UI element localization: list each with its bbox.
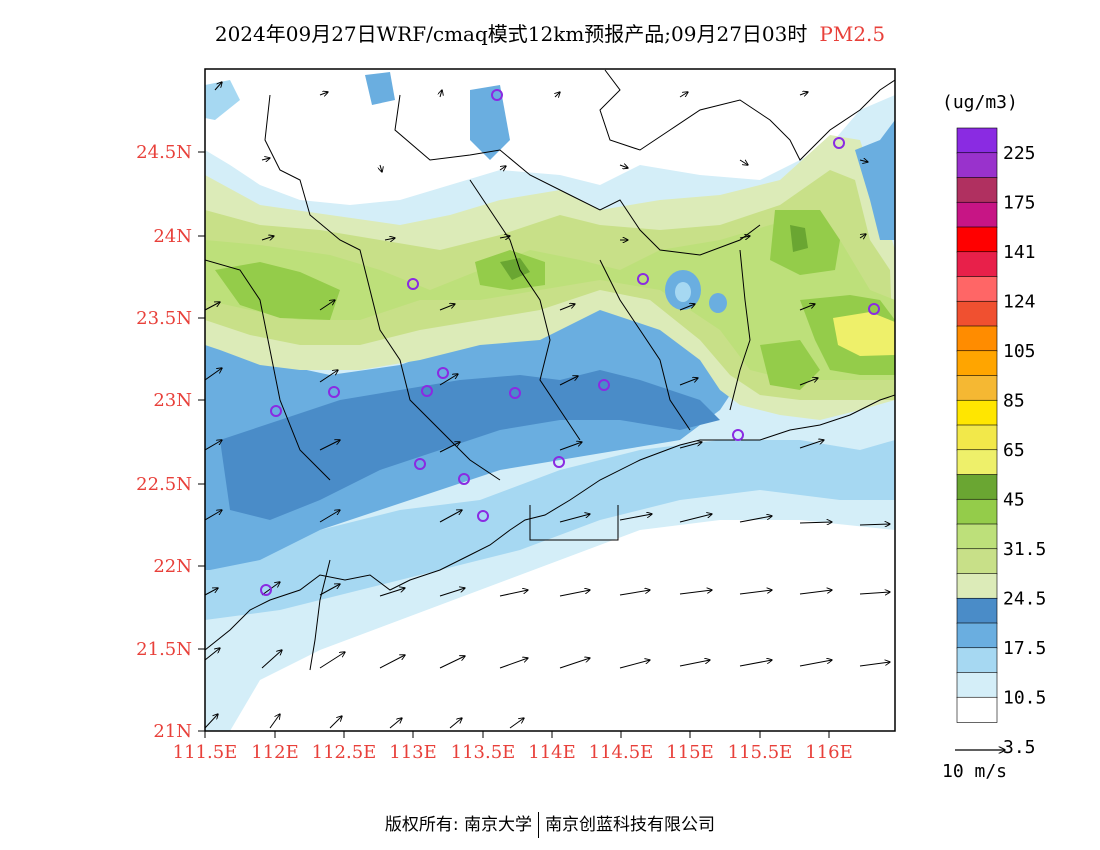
lon-ticks — [204, 731, 830, 738]
wind-scale-label: 10 m/s — [942, 761, 1007, 782]
legend-units: (ug/m3) — [942, 92, 1018, 113]
legend-swatch — [956, 647, 998, 674]
legend-swatch — [956, 152, 998, 179]
lat-label-24n: 24N — [153, 226, 192, 247]
legend-swatch — [956, 276, 998, 303]
legend-level-label: 10.5 — [1003, 687, 1046, 708]
lon-label-115e: 115E — [666, 742, 714, 763]
legend-swatch — [956, 300, 998, 327]
legend-swatch — [956, 177, 998, 204]
map-title: 2024年09月27日WRF/cmaq模式12km预报产品;09月27日03时 P… — [0, 18, 1100, 47]
footer-copyright: 版权所有: 南京大学 — [384, 815, 533, 835]
lon-label-112e: 112E — [251, 742, 299, 763]
footer: 版权所有: 南京大学 南京创蓝科技有限公司 — [0, 810, 1100, 838]
lat-label-22-5n: 22.5N — [136, 474, 192, 495]
legend-level-label: 65 — [1003, 440, 1025, 461]
legend-swatch — [956, 399, 998, 426]
legend-swatch — [956, 226, 998, 253]
legend-swatch — [956, 523, 998, 550]
lat-label-21-5n: 21.5N — [136, 639, 192, 660]
lon-label-115-5e: 115.5E — [728, 742, 793, 763]
wind-vectors — [205, 82, 890, 729]
legend-swatch — [956, 251, 998, 278]
legend-level-label: 24.5 — [1003, 588, 1046, 609]
lat-ticks — [198, 151, 205, 732]
legend-level-label: 17.5 — [1003, 638, 1046, 659]
legend-swatch — [956, 201, 998, 228]
legend-level-label: 141 — [1003, 242, 1036, 263]
legend-swatch — [956, 127, 998, 154]
title-main: 2024年09月27日WRF/cmaq模式12km预报产品;09月27日03时 — [214, 22, 808, 46]
lon-label-114e: 114E — [528, 742, 576, 763]
legend-level-label: 105 — [1003, 341, 1036, 362]
lon-label-116e: 116E — [805, 742, 853, 763]
lon-label-114-5e: 114.5E — [589, 742, 654, 763]
legend-swatch — [956, 548, 998, 575]
legend-level-label: 3.5 — [1003, 737, 1036, 758]
legend-swatch — [956, 672, 998, 699]
lat-label-23n: 23N — [153, 390, 192, 411]
legend-swatch — [956, 573, 998, 600]
legend-swatch — [956, 449, 998, 476]
title-pollutant: PM2.5 — [819, 22, 886, 46]
lat-label-22n: 22N — [153, 556, 192, 577]
lon-label-113-5e: 113.5E — [451, 742, 516, 763]
lat-label-23-5n: 23.5N — [136, 308, 192, 329]
legend-level-label: 124 — [1003, 291, 1036, 312]
legend-swatch — [956, 350, 998, 377]
lat-label-24-5n: 24.5N — [136, 142, 192, 163]
boundary-lines — [205, 69, 895, 671]
legend-level-label: 31.5 — [1003, 539, 1046, 560]
lon-label-112-5e: 112.5E — [312, 742, 377, 763]
legend-level-label: 225 — [1003, 143, 1036, 164]
legend-labels: 225 175 141 124 105 85 65 45 31.5 24.5 17.5 10.5 3.5 — [1003, 143, 1046, 758]
legend-swatch — [956, 325, 998, 352]
footer-company: 南京创蓝科技有限公司 — [545, 815, 716, 835]
legend-swatch — [956, 424, 998, 451]
lon-label-111-5e: 111.5E — [173, 742, 238, 763]
legend-colorbar — [956, 127, 998, 723]
legend-swatch — [956, 597, 998, 624]
concentration-field — [205, 69, 895, 731]
legend-level-label: 45 — [1003, 489, 1025, 510]
legend-swatch — [956, 622, 998, 649]
legend-swatch — [956, 375, 998, 402]
legend-swatch — [956, 498, 998, 525]
footer-separator — [538, 812, 540, 838]
lat-label-21n: 21N — [153, 721, 192, 742]
legend-level-label: 175 — [1003, 192, 1036, 213]
lon-label-113e: 113E — [389, 742, 437, 763]
legend-swatch — [956, 696, 998, 723]
legend-level-label: 85 — [1003, 390, 1025, 411]
legend-swatch — [956, 474, 998, 501]
station-markers — [260, 89, 880, 596]
